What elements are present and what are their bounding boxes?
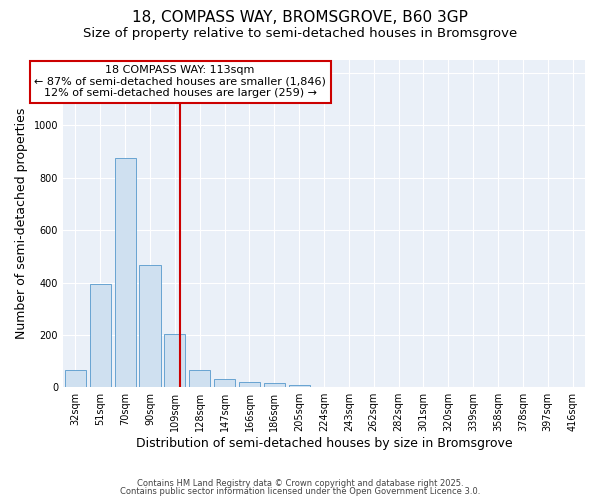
Bar <box>90 284 111 387</box>
Bar <box>115 158 136 387</box>
Text: 18, COMPASS WAY, BROMSGROVE, B60 3GP: 18, COMPASS WAY, BROMSGROVE, B60 3GP <box>132 10 468 25</box>
Bar <box>264 384 285 387</box>
Text: Contains HM Land Registry data © Crown copyright and database right 2025.: Contains HM Land Registry data © Crown c… <box>137 478 463 488</box>
Text: 18 COMPASS WAY: 113sqm
← 87% of semi-detached houses are smaller (1,846)
12% of : 18 COMPASS WAY: 113sqm ← 87% of semi-det… <box>34 65 326 98</box>
Bar <box>189 370 211 387</box>
Text: Contains public sector information licensed under the Open Government Licence 3.: Contains public sector information licen… <box>120 487 480 496</box>
Bar <box>164 334 185 387</box>
Text: Size of property relative to semi-detached houses in Bromsgrove: Size of property relative to semi-detach… <box>83 28 517 40</box>
Bar <box>289 384 310 387</box>
Bar <box>214 379 235 387</box>
Bar <box>139 266 161 387</box>
Bar <box>65 370 86 387</box>
Bar <box>239 382 260 387</box>
X-axis label: Distribution of semi-detached houses by size in Bromsgrove: Distribution of semi-detached houses by … <box>136 437 512 450</box>
Y-axis label: Number of semi-detached properties: Number of semi-detached properties <box>15 108 28 340</box>
